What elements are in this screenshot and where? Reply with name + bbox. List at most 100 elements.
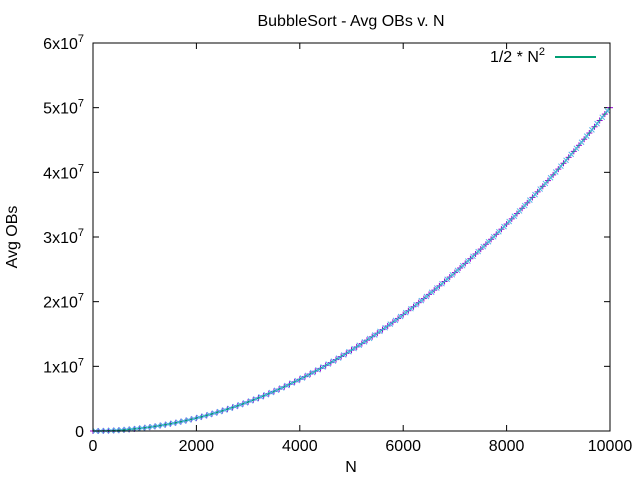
data-point-x (118, 427, 125, 433)
data-point-x (542, 180, 549, 187)
data-point-x (190, 415, 197, 422)
data-point-x (599, 114, 606, 121)
data-point-x (253, 396, 259, 402)
x-tick-labels: 0 2000 4000 6000 8000 10000 (89, 438, 633, 455)
y-tick-labels: 0 1x107 2x107 3x107 4x107 5x107 6x107 (43, 33, 84, 441)
data-point-x (547, 174, 554, 181)
data-point-x (263, 391, 270, 398)
data-point-x (221, 407, 228, 413)
data-point-x (237, 401, 244, 408)
data-point-x (273, 387, 280, 394)
data-point-x (573, 145, 580, 152)
data-point-x (356, 342, 363, 349)
chart-title: BubbleSort - Avg OBs v. N (257, 13, 444, 30)
data-point-x (470, 253, 476, 260)
data-point-x (594, 120, 600, 127)
data-point-x (134, 425, 140, 432)
legend-label-base: 1/2 * N (490, 49, 539, 66)
data-point-x (475, 248, 482, 255)
x-axis-label: N (345, 459, 357, 476)
x-tick-label: 8000 (489, 438, 525, 455)
data-point-x (170, 420, 176, 427)
data-point-x (495, 228, 502, 235)
data-point-x (315, 366, 321, 373)
plot-frame (92, 42, 611, 432)
data-point-x (304, 372, 311, 379)
data-point-x (464, 258, 471, 264)
y-tick-label: 0 (75, 424, 84, 441)
data-point-x (454, 267, 461, 274)
data-point-x (532, 191, 538, 198)
data-point-x (366, 335, 373, 342)
data-point-x (377, 328, 383, 335)
axis-ticks (92, 42, 611, 432)
data-point-x (211, 410, 218, 416)
data-point-x (583, 133, 590, 139)
y-axis-label: Avg OBs (4, 206, 21, 269)
data-point-x (480, 243, 487, 250)
data-point-x (568, 151, 575, 158)
data-point-x (444, 276, 450, 283)
data-point-x (289, 380, 295, 386)
data-point-x (294, 377, 301, 384)
data-point-x (408, 305, 414, 312)
data-point-x (242, 400, 249, 406)
data-point-x (578, 139, 585, 146)
x-tick-label: 4000 (282, 438, 318, 455)
data-point-x (268, 389, 275, 396)
data-point-x (139, 425, 145, 431)
data-point-x (552, 169, 559, 175)
data-point-x (258, 393, 264, 400)
data-point-x (433, 285, 440, 291)
data-point-x (154, 423, 161, 429)
data-point-x (371, 332, 378, 338)
data-point-x (361, 339, 368, 345)
y-tick-label: 6x107 (43, 33, 84, 53)
legend-label-exponent: 2 (539, 46, 545, 58)
data-point-x (232, 403, 239, 410)
data-point-x (299, 375, 306, 381)
data-point-x (423, 293, 430, 300)
data-point-x (201, 413, 208, 419)
data-point-x (351, 345, 357, 352)
y-tick-label: 4x107 (43, 162, 84, 182)
data-point-x (511, 213, 518, 220)
data-point-x (490, 233, 497, 240)
data-point-x (206, 411, 213, 418)
data-point-x (320, 364, 326, 370)
fit-curve (92, 107, 611, 432)
data-point-x (382, 324, 388, 331)
data-point-x (402, 309, 409, 316)
data-point-x (149, 423, 156, 430)
data-point-x (309, 369, 316, 376)
data-point-x (413, 301, 419, 308)
data-point-x (346, 348, 352, 355)
data-point-x (113, 427, 120, 434)
data-point-x (459, 262, 466, 269)
legend-label: 1/2 * N2 (490, 46, 545, 66)
data-point-x (180, 418, 187, 424)
data-point-x (175, 419, 182, 426)
data-point-x (278, 385, 285, 391)
data-point-x (501, 223, 507, 230)
data-point-x (247, 398, 254, 404)
data-point-x (284, 382, 290, 389)
data-point-x (604, 108, 611, 114)
data-point-x (521, 202, 528, 209)
data-point-x (485, 238, 492, 245)
data-point-x (340, 352, 347, 358)
data-point-x (537, 186, 544, 192)
data-point-x (325, 361, 332, 367)
data-point-x (216, 408, 223, 415)
legend: 1/2 * N2 (490, 46, 596, 66)
data-point-x (589, 127, 595, 133)
data-point-x (397, 313, 404, 320)
x-tick-label: 6000 (385, 438, 421, 455)
data-point-x (159, 422, 166, 428)
y-tick-label: 5x107 (43, 98, 84, 118)
y-tick-label: 1x107 (43, 356, 84, 376)
data-point-x (527, 197, 533, 203)
y-tick-label: 3x107 (43, 227, 84, 247)
data-point-x (428, 289, 435, 296)
